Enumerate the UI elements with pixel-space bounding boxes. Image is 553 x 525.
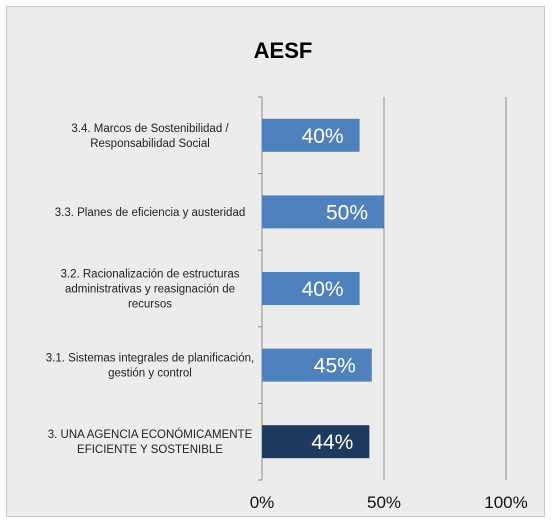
category-label: 3. UNA AGENCIA ECONÓMICAMENTE EFICIENTE Y… [48, 428, 253, 456]
category-label-line: EFICIENTE Y SOSTENIBLE [77, 444, 223, 456]
bar [262, 425, 370, 459]
category-label: 3.1. Sistemas integrales de planificació… [46, 353, 254, 380]
bar [262, 348, 372, 382]
category-label-line: 3.3. Planes de eficiencia y austeridad [55, 207, 246, 219]
category-label-line: 3.4. Marcos de Sostenibilidad / [71, 123, 229, 135]
data-label: 45% [314, 355, 356, 378]
data-label: 40% [302, 125, 344, 148]
bar [262, 272, 360, 305]
category-label-line: 3.2. Racionalización de estructuras [61, 269, 240, 281]
category-label-line: gestión y control [108, 368, 192, 380]
bar [262, 118, 360, 152]
data-label: 50% [326, 201, 368, 224]
category-label: 3.3. Planes de eficiencia y austeridad [55, 207, 246, 219]
data-label: 40% [302, 278, 344, 301]
category-label: 3.2. Racionalización de estructuras admin… [61, 269, 240, 311]
x-tick-label: 0% [250, 493, 275, 512]
category-label-line: recursos [128, 299, 172, 311]
data-label: 44% [311, 431, 353, 454]
bar [262, 195, 384, 229]
x-tick-label: 50% [367, 493, 401, 512]
category-label-line: 3. UNA AGENCIA ECONÓMICAMENTE [48, 428, 253, 441]
category-label-line: 3.1. Sistemas integrales de planificació… [46, 353, 254, 365]
category-label-line: administrativas y reasignación de [65, 284, 235, 296]
chart-title: AESF [254, 38, 313, 63]
x-tick-label: 100% [484, 493, 527, 512]
category-label-line: Responsabilidad Social [90, 138, 210, 150]
category-label: 3.4. Marcos de Sostenibilidad / Responsab… [71, 123, 229, 150]
